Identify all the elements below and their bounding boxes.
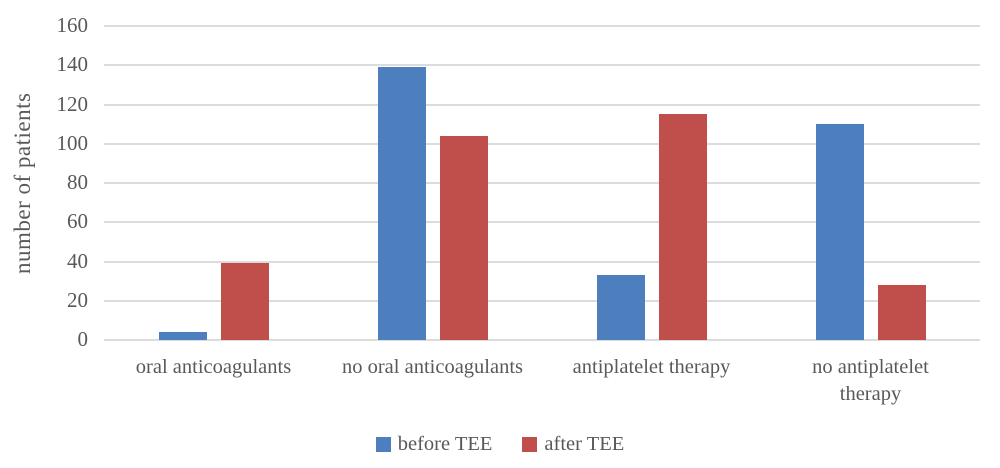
gridline bbox=[104, 339, 980, 341]
bar-before-tee bbox=[158, 332, 207, 340]
gridline bbox=[104, 221, 980, 224]
y-tick-label: 40 bbox=[67, 248, 88, 273]
bar-after-tee bbox=[220, 263, 269, 340]
gridline bbox=[104, 103, 980, 106]
gridline bbox=[104, 64, 980, 67]
y-axis-ticks: 0 20 40 60 80 100 120 140 160 bbox=[0, 15, 89, 350]
y-tick-label: 20 bbox=[67, 287, 88, 312]
legend-item-after-tee: after TEE bbox=[522, 433, 624, 456]
gridline bbox=[104, 182, 980, 184]
gridline bbox=[104, 142, 980, 145]
bar-after-tee bbox=[877, 285, 926, 340]
x-axis-labels: oral anticoagulants no oral anticoagulant… bbox=[104, 354, 980, 412]
y-tick-label: 0 bbox=[77, 327, 89, 352]
legend-swatch bbox=[375, 437, 391, 452]
bar-before-tee bbox=[377, 67, 426, 340]
x-category-label: antiplatelet therapy bbox=[572, 356, 731, 378]
y-tick-label: 100 bbox=[56, 130, 89, 155]
x-category-label: no oral anticoagulants bbox=[341, 356, 524, 378]
legend: before TEE after TEE bbox=[0, 433, 1000, 456]
y-tick-label: 80 bbox=[67, 170, 88, 195]
bar-before-tee bbox=[596, 275, 645, 340]
x-category-label: no antiplatelet therapy bbox=[812, 356, 929, 405]
legend-item-before-tee: before TEE bbox=[375, 433, 493, 456]
y-tick-label: 140 bbox=[56, 52, 89, 77]
y-tick-label: 120 bbox=[56, 91, 89, 116]
gridline bbox=[104, 260, 980, 263]
legend-label: after TEE bbox=[544, 433, 625, 455]
gridline bbox=[104, 25, 980, 27]
gridline bbox=[104, 299, 980, 302]
bar-after-tee bbox=[658, 114, 707, 340]
bar-after-tee bbox=[439, 135, 488, 340]
y-tick-label: 160 bbox=[56, 13, 89, 38]
y-tick-label: 60 bbox=[67, 209, 88, 234]
legend-label: before TEE bbox=[397, 433, 493, 455]
bar-before-tee bbox=[815, 124, 864, 340]
x-category-label: oral anticoagulants bbox=[135, 356, 292, 378]
plot-area bbox=[104, 25, 980, 341]
legend-swatch bbox=[522, 437, 538, 452]
